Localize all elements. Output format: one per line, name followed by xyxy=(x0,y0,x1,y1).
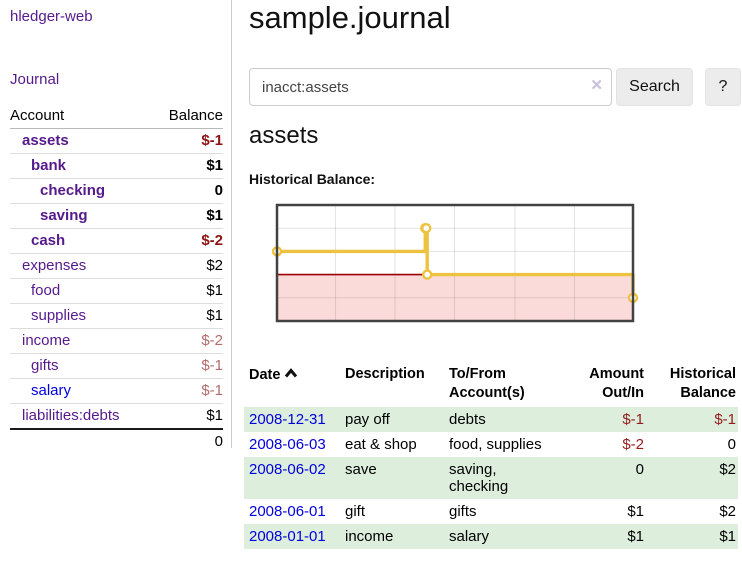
account-balance: $1 xyxy=(152,153,223,179)
transaction-balance: $-1 xyxy=(714,411,736,428)
account-row: income $-2 xyxy=(10,328,223,354)
chart-data-point xyxy=(421,223,432,234)
account-link[interactable]: salary xyxy=(31,382,72,399)
account-balance: $1 xyxy=(152,278,223,304)
accounts-total-balance: 0 xyxy=(214,433,223,450)
account-balance: $-1 xyxy=(152,128,223,154)
account-row: food $1 xyxy=(10,278,223,304)
transaction-date-link[interactable]: 2008-12-31 xyxy=(249,411,326,428)
transaction-row: 2008-12-31 pay off debts $-1 $-1 xyxy=(244,407,738,432)
register-header-date-label: Date xyxy=(249,367,281,383)
transaction-accounts: salary xyxy=(449,528,490,545)
account-row: supplies $1 xyxy=(10,303,223,329)
account-link[interactable]: assets xyxy=(22,132,69,149)
search-form: ✕ Search ? xyxy=(249,68,741,106)
register-header-date[interactable]: Date xyxy=(244,361,345,407)
account-link[interactable]: income xyxy=(22,332,71,349)
transaction-balance: $2 xyxy=(719,503,736,520)
transaction-balance: 0 xyxy=(727,436,736,453)
clear-search-icon[interactable]: ✕ xyxy=(590,77,603,94)
account-link[interactable]: checking xyxy=(40,182,106,199)
account-row: checking 0 xyxy=(10,178,223,204)
account-link[interactable]: liabilities:debts xyxy=(22,407,120,424)
register-header-accounts: To/From Account(s) xyxy=(449,366,525,401)
sidebar: hledger-web Journal Account Balance asse… xyxy=(0,0,232,450)
account-row: liabilities:debts $1 xyxy=(10,403,223,430)
transaction-row: 2008-01-01 income salary $1 $1 xyxy=(244,524,738,549)
account-balance: $1 xyxy=(152,403,223,430)
account-row: saving $1 xyxy=(10,203,223,229)
transaction-accounts: gifts xyxy=(449,503,477,520)
transaction-balance: $2 xyxy=(719,461,736,478)
account-link[interactable]: supplies xyxy=(31,307,87,324)
app-title-link[interactable]: hledger-web xyxy=(10,8,93,25)
register-header-description: Description xyxy=(345,366,425,382)
account-balance: $-1 xyxy=(152,353,223,379)
transaction-accounts: saving, checking xyxy=(449,461,509,495)
main-content: sample.journal ✕ Search ? assets Histori… xyxy=(244,0,741,582)
register-header-balance: Historical Balance xyxy=(669,366,736,401)
search-box: ✕ xyxy=(249,68,612,106)
transaction-accounts: debts xyxy=(449,411,486,428)
historical-balance-chart xyxy=(271,203,639,323)
transaction-description: income xyxy=(345,528,394,545)
search-button[interactable]: Search xyxy=(616,68,693,106)
search-input[interactable] xyxy=(249,68,612,106)
transaction-row: 2008-06-02 save saving, checking 0 $2 xyxy=(244,457,738,499)
account-link[interactable]: saving xyxy=(40,207,88,224)
transaction-date-link[interactable]: 2008-06-03 xyxy=(249,436,326,453)
register-header-amount: Amount Out/In xyxy=(589,366,644,401)
account-link[interactable]: bank xyxy=(31,157,67,174)
page-title: sample.journal xyxy=(249,0,451,35)
account-row: cash $-2 xyxy=(10,228,223,254)
account-row: salary $-1 xyxy=(10,378,223,404)
accounts-table: Account Balance assets $-1 bank $1 checking 0… xyxy=(10,104,223,454)
account-heading: assets xyxy=(249,122,319,149)
account-row: assets $-1 xyxy=(10,128,223,154)
transaction-date-link[interactable]: 2008-01-01 xyxy=(249,528,326,545)
sort-ascending-icon xyxy=(284,365,298,384)
accounts-total-row: 0 xyxy=(10,429,223,454)
chart-title: Historical Balance: xyxy=(249,171,376,187)
account-link[interactable]: food xyxy=(31,282,61,299)
transaction-amount: 0 xyxy=(635,461,644,478)
account-row: expenses $2 xyxy=(10,253,223,279)
account-balance: 0 xyxy=(152,178,223,204)
account-balance: $2 xyxy=(152,253,223,279)
account-link[interactable]: cash xyxy=(31,232,66,249)
account-row: gifts $-1 xyxy=(10,353,223,379)
account-balance: $1 xyxy=(152,203,223,229)
chart-data-point xyxy=(422,269,433,280)
register-table: Date Description To/From Account(s) Amou… xyxy=(244,361,738,549)
chart-negative-region xyxy=(277,274,633,321)
transaction-amount: $-2 xyxy=(622,436,644,453)
register-header-row: Date Description To/From Account(s) Amou… xyxy=(244,361,738,407)
account-balance: $-2 xyxy=(152,328,223,354)
transaction-date-link[interactable]: 2008-06-01 xyxy=(249,503,326,520)
sidebar-item-journal[interactable]: Journal xyxy=(10,71,60,88)
account-balance: $-2 xyxy=(152,228,223,254)
accounts-header-balance: Balance xyxy=(152,104,223,129)
transaction-accounts: food, supplies xyxy=(449,436,542,453)
transaction-date-link[interactable]: 2008-06-02 xyxy=(249,461,326,478)
help-button[interactable]: ? xyxy=(705,68,741,106)
account-balance: $-1 xyxy=(152,378,223,404)
transaction-description: eat & shop xyxy=(345,436,417,453)
transaction-amount: $1 xyxy=(627,503,644,520)
transaction-balance: $1 xyxy=(719,528,736,545)
transaction-description: gift xyxy=(345,503,366,520)
transaction-row: 2008-06-03 eat & shop food, supplies $-2 0 xyxy=(244,432,738,457)
transaction-amount: $-1 xyxy=(622,411,644,428)
account-balance: $1 xyxy=(152,303,223,329)
chart-border xyxy=(275,203,635,323)
transaction-description: pay off xyxy=(345,411,390,428)
account-link[interactable]: gifts xyxy=(31,357,59,374)
transaction-row: 2008-06-01 gift gifts $1 $2 xyxy=(244,499,738,524)
transaction-description: save xyxy=(345,461,377,478)
account-link[interactable]: expenses xyxy=(22,257,87,274)
account-row: bank $1 xyxy=(10,153,223,179)
transaction-amount: $1 xyxy=(627,528,644,545)
accounts-header-account: Account xyxy=(10,104,153,129)
